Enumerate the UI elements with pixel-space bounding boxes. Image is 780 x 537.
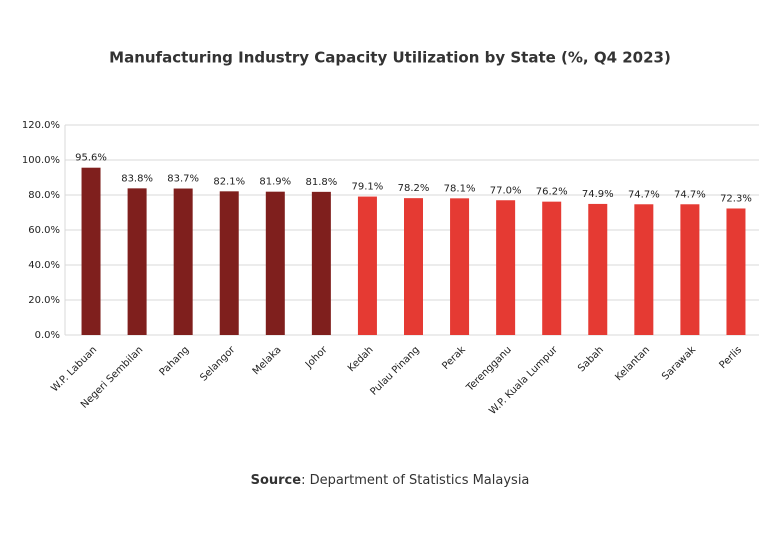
value-label: 78.2%: [398, 183, 430, 194]
value-label: 79.1%: [352, 182, 384, 193]
y-tick-label: 20.0%: [28, 295, 60, 306]
bar: [404, 198, 423, 335]
source-text: : Department of Statistics Malaysia: [301, 473, 529, 488]
bar: [173, 188, 193, 335]
source: Source: Department of Statistics Malaysi…: [251, 473, 530, 488]
value-label: 82.1%: [213, 176, 245, 187]
bar: [542, 201, 562, 335]
source-label: Source: [251, 473, 302, 488]
x-tick-label: Kedah: [346, 344, 376, 374]
y-tick-label: 100.0%: [22, 155, 60, 166]
value-label: 77.0%: [490, 185, 522, 196]
bar: [450, 198, 470, 335]
y-tick-label: 120.0%: [22, 120, 60, 131]
x-tick-label: Perak: [440, 344, 468, 372]
bar: [496, 200, 516, 335]
bar: [265, 191, 285, 335]
x-tick-label: Selangor: [198, 344, 238, 384]
value-label: 74.9%: [582, 189, 614, 200]
x-tick-label: W.P. Labuan: [49, 344, 99, 394]
value-label: 81.9%: [259, 177, 291, 188]
value-label: 76.2%: [536, 187, 568, 198]
bar: [357, 196, 377, 335]
x-tick-label: Melaka: [251, 344, 284, 377]
value-label: 83.7%: [167, 174, 199, 185]
bar: [680, 204, 700, 335]
x-tick-label: Kelantan: [613, 344, 652, 383]
x-tick-label: Sabah: [576, 344, 606, 374]
x-tick-label: Sarawak: [660, 344, 698, 382]
value-label: 81.8%: [305, 177, 337, 188]
y-tick-label: 40.0%: [28, 260, 60, 271]
x-tick-label: Perlis: [718, 344, 745, 371]
bar: [311, 191, 331, 335]
value-label: 83.8%: [121, 173, 153, 184]
x-tick-label: Pahang: [158, 344, 192, 378]
bar: [634, 204, 654, 335]
chart-title: Manufacturing Industry Capacity Utilizat…: [109, 49, 671, 67]
value-label: 78.1%: [444, 183, 476, 194]
x-tick-label: Pulau Pinang: [368, 344, 421, 397]
value-label: 95.6%: [75, 153, 107, 164]
y-tick-label: 80.0%: [28, 190, 60, 201]
value-label: 74.7%: [674, 189, 706, 200]
bar: [726, 208, 746, 335]
x-tick-label: Johor: [303, 344, 330, 371]
value-label: 74.7%: [628, 189, 660, 200]
x-tick-label: Terengganu: [464, 344, 514, 394]
value-label: 72.3%: [720, 193, 752, 204]
bar: [588, 203, 608, 335]
bar: [81, 167, 101, 335]
bar: [127, 188, 147, 335]
y-tick-label: 60.0%: [28, 225, 60, 236]
y-tick-label: 0.0%: [35, 330, 60, 341]
bar: [219, 191, 239, 335]
